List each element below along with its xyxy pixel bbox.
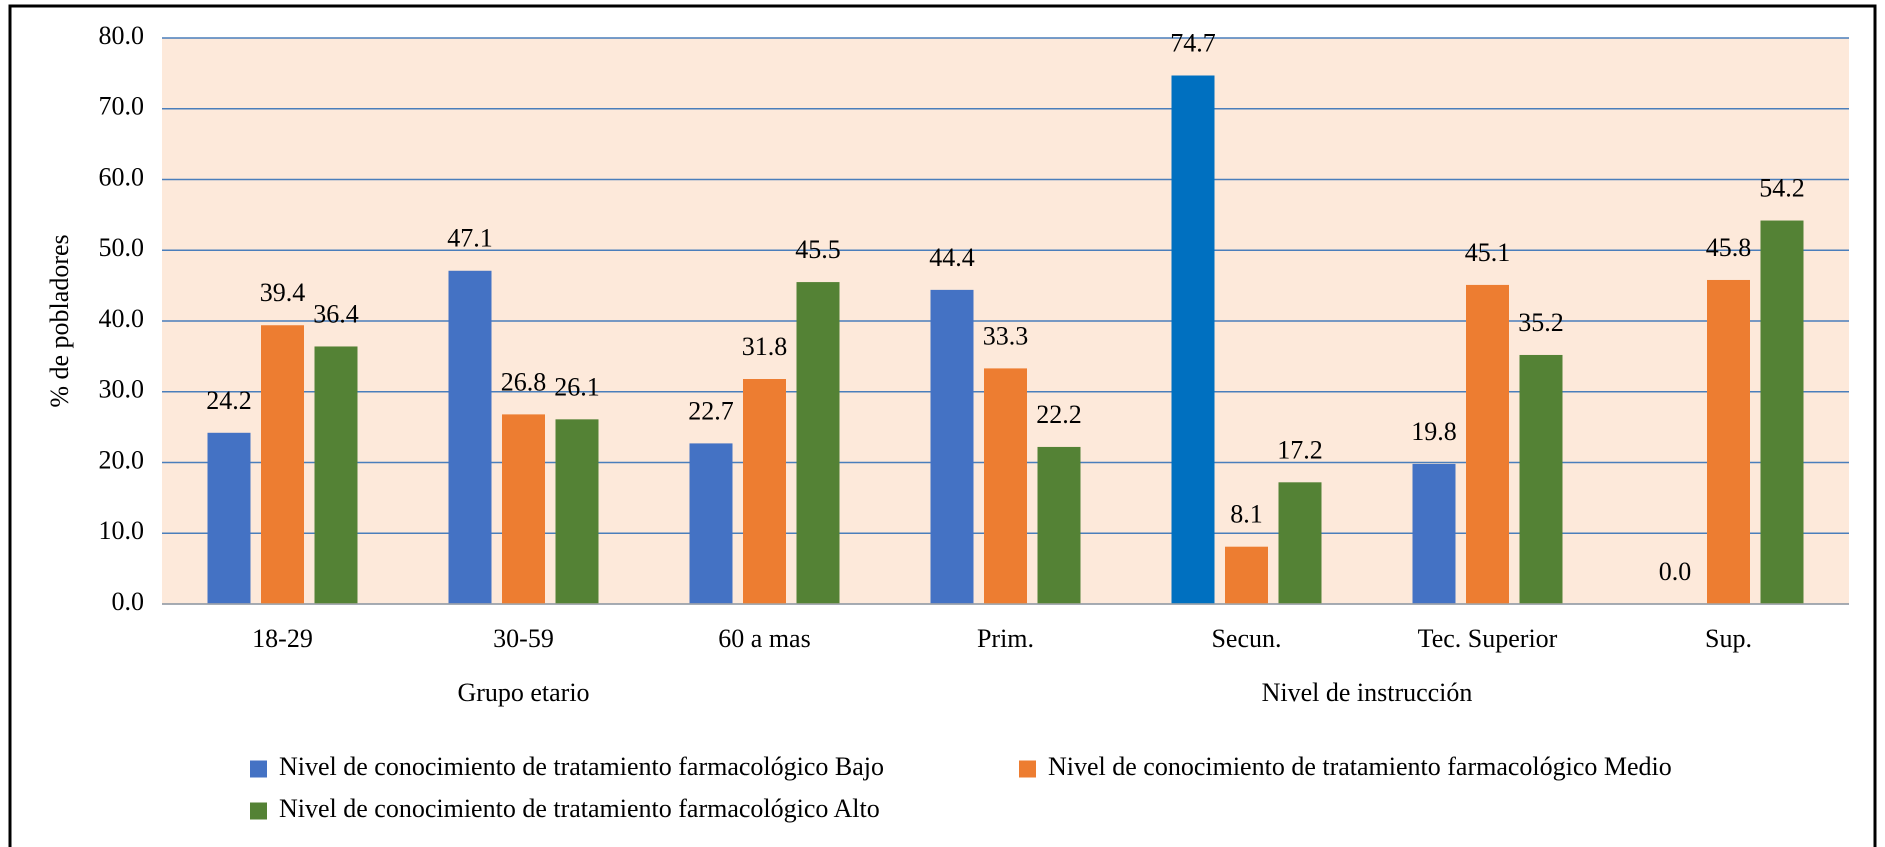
y-tick-label: 80.0	[99, 21, 145, 50]
y-axis-title: % de pobladores	[45, 234, 74, 407]
data-label: 19.8	[1411, 417, 1457, 446]
y-tick-label: 20.0	[99, 445, 145, 474]
data-label: 45.5	[795, 235, 841, 264]
y-tick-label: 10.0	[99, 516, 145, 545]
bar	[1171, 75, 1215, 604]
bar	[314, 346, 358, 604]
data-label: 54.2	[1759, 174, 1805, 203]
group-label: Nivel de instrucción	[1262, 678, 1473, 707]
bar	[1760, 220, 1804, 604]
data-label: 35.2	[1518, 308, 1564, 337]
bar	[689, 443, 733, 604]
data-label: 31.8	[742, 332, 788, 361]
bar	[1466, 284, 1509, 604]
data-label: 8.1	[1230, 500, 1263, 529]
data-label: 24.2	[206, 386, 252, 415]
x-tick-label: Sup.	[1705, 624, 1752, 653]
y-tick-label: 40.0	[99, 304, 145, 333]
bar	[984, 368, 1027, 604]
bar	[743, 379, 786, 604]
bar	[796, 282, 840, 604]
y-tick-label: 50.0	[99, 233, 145, 262]
data-label: 39.4	[260, 278, 306, 307]
data-label: 47.1	[447, 224, 493, 253]
bar	[207, 432, 251, 604]
data-label: 0.0	[1659, 557, 1692, 586]
legend-label: Nivel de conocimiento de tratamiento far…	[279, 794, 880, 823]
legend-label: Nivel de conocimiento de tratamiento far…	[1048, 752, 1672, 781]
bar	[555, 419, 599, 604]
y-tick-label: 60.0	[99, 162, 145, 191]
bar	[1225, 546, 1268, 604]
data-label: 33.3	[983, 321, 1029, 350]
bar	[1519, 354, 1563, 604]
legend-swatch	[250, 802, 267, 820]
legend-label: Nivel de conocimiento de tratamiento far…	[279, 752, 884, 781]
bar	[1037, 446, 1081, 604]
x-tick-label: Prim.	[977, 624, 1034, 653]
bar	[448, 270, 492, 604]
legend-swatch	[1019, 760, 1036, 778]
data-label: 74.7	[1170, 28, 1216, 57]
data-label: 44.4	[929, 243, 975, 272]
data-label: 26.8	[501, 367, 547, 396]
y-tick-label: 0.0	[112, 587, 145, 616]
bar	[1278, 482, 1322, 604]
y-tick-label: 70.0	[99, 92, 145, 121]
data-label: 17.2	[1277, 435, 1323, 464]
x-tick-label: 30-59	[493, 624, 554, 653]
group-label: Grupo etario	[457, 678, 589, 707]
x-tick-label: Secun.	[1211, 624, 1281, 653]
bar	[930, 289, 974, 604]
x-tick-label: Tec. Superior	[1418, 624, 1558, 653]
data-label: 45.8	[1706, 233, 1752, 262]
data-label: 22.7	[688, 396, 734, 425]
x-tick-label: 18-29	[252, 624, 313, 653]
data-label: 22.2	[1036, 400, 1082, 429]
bar	[502, 414, 545, 604]
frame	[8, 4, 1877, 847]
data-label: 45.1	[1465, 238, 1511, 267]
y-tick-label: 30.0	[99, 375, 145, 404]
x-tick-label: 60 a mas	[718, 624, 810, 653]
bar	[261, 325, 304, 604]
bar	[1707, 279, 1750, 604]
data-label: 26.1	[554, 372, 600, 401]
data-label: 36.4	[313, 299, 359, 328]
legend-swatch	[250, 760, 267, 778]
bar	[1412, 463, 1456, 604]
